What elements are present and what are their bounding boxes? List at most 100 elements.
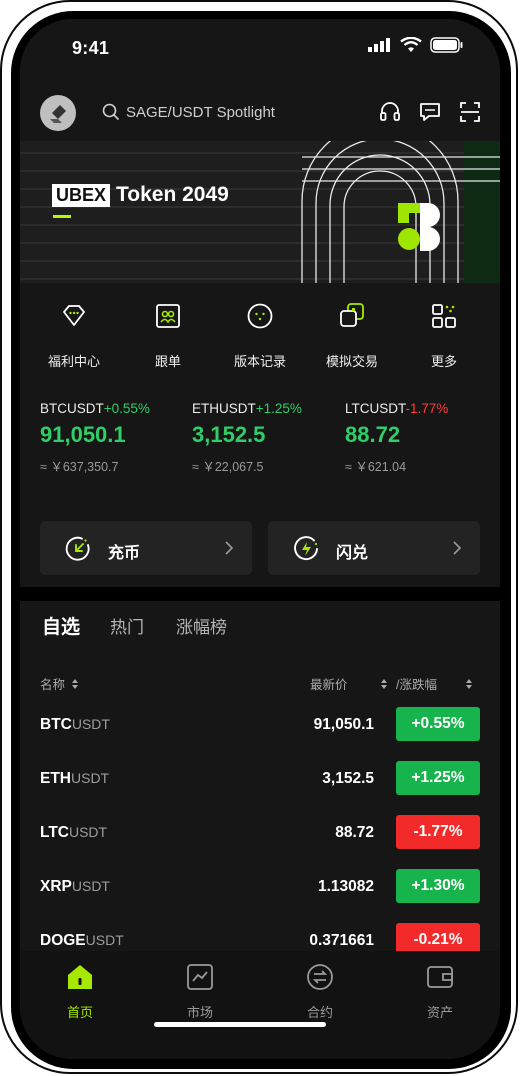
row-quote: USDT	[71, 770, 110, 786]
row-quote: USDT	[68, 824, 108, 840]
message-icon	[420, 103, 440, 121]
wifi-icon	[400, 37, 422, 52]
search-bar[interactable]: SAGE/USDT Spotlight	[102, 103, 275, 121]
nav-label: 市场	[186, 1005, 213, 1020]
ticker-header: BTCUSDT+0.55%	[40, 401, 190, 416]
menu-label: 版本记录	[233, 354, 286, 369]
ticker-eth[interactable]: ETHUSDT+1.25% 3,152.5 ≈ ￥22,067.5	[192, 401, 342, 475]
banner-title: UBEX Token 2049	[52, 183, 229, 207]
status-icons	[368, 37, 464, 53]
menu-item-more[interactable]: 更多	[398, 299, 490, 370]
avatar[interactable]	[40, 95, 76, 131]
version-icon	[247, 303, 273, 329]
tab-gainers[interactable]: 涨幅榜	[176, 618, 228, 637]
market-row-ltc[interactable]: LTCUSDT 88.72 -1.77%	[20, 805, 500, 859]
sort-change-header[interactable]: /涨跌幅	[396, 674, 473, 693]
row-change-badge[interactable]: +1.30%	[396, 869, 480, 903]
row-price: 1.13082	[317, 878, 374, 895]
diamond-gift-icon	[63, 305, 85, 326]
ticker-symbol: LTCUSDT	[345, 401, 406, 416]
ticker-price: 91,050.1	[40, 422, 126, 447]
quick-menu: 福利中心 跟单 版本记录 模拟交易	[20, 299, 500, 371]
row-base: LTC	[40, 824, 69, 841]
row-base: XRP	[40, 878, 72, 895]
menu-item-demo-trading[interactable]: 模拟交易	[306, 299, 398, 370]
support-button[interactable]	[378, 100, 402, 124]
row-price: 88.72	[335, 824, 374, 841]
menu-label: 模拟交易	[325, 354, 378, 369]
nav-market[interactable]: 市场	[140, 963, 260, 1021]
row-change-badge[interactable]: +1.25%	[396, 761, 480, 795]
row-price: 0.371661	[309, 932, 374, 949]
menu-label: 福利中心	[47, 354, 100, 369]
row-quote: USDT	[71, 878, 110, 894]
row-base: DOGE	[40, 932, 86, 949]
row-price: 91,050.1	[313, 716, 374, 733]
row-symbol: ETHUSDT	[40, 770, 109, 788]
section-divider	[20, 587, 500, 601]
headset-icon	[380, 102, 400, 121]
row-change-badge[interactable]: +0.55%	[396, 707, 480, 741]
messages-button[interactable]	[418, 100, 442, 124]
row-symbol: BTCUSDT	[40, 716, 110, 734]
row-symbol: LTCUSDT	[40, 824, 107, 842]
banner-indicator	[53, 215, 71, 218]
row-base: BTC	[40, 716, 72, 733]
avatar-logo-icon	[50, 105, 66, 123]
ticker-change: -1.77%	[405, 401, 449, 416]
nav-home[interactable]: 首页	[20, 963, 140, 1021]
menu-item-copy-trade[interactable]: 跟单	[122, 299, 214, 370]
sort-price-header[interactable]: 最新价	[310, 674, 388, 693]
sort-icon	[72, 678, 79, 689]
nav-futures[interactable]: 合约	[260, 963, 380, 1021]
deposit-button[interactable]: 充币	[40, 521, 252, 575]
home-icon	[68, 965, 92, 989]
ticker-btc[interactable]: BTCUSDT+0.55% 91,050.1 ≈ ￥637,350.7	[40, 401, 190, 475]
row-quote: USDT	[71, 716, 110, 732]
deposit-icon	[65, 536, 90, 561]
column-price-label: 最新价	[310, 678, 348, 692]
market-tabs: 自选 热门 涨幅榜	[42, 613, 259, 639]
swap-label: 闪兑	[336, 545, 369, 562]
banner-pattern	[20, 141, 500, 283]
chevron-right-icon	[453, 541, 462, 555]
ticker-symbol: BTCUSDT	[40, 401, 104, 416]
wallet-icon	[427, 966, 453, 988]
market-row-eth[interactable]: ETHUSDT 3,152.5 +1.25%	[20, 751, 500, 805]
promo-banner[interactable]: UBEX Token 2049	[20, 141, 500, 283]
row-base: ETH	[40, 770, 71, 787]
market-row-xrp[interactable]: XRPUSDT 1.13082 +1.30%	[20, 859, 500, 913]
row-change-badge[interactable]: -1.77%	[396, 815, 480, 849]
more-grid-icon	[432, 304, 456, 328]
nav-label: 合约	[306, 1005, 333, 1020]
home-indicator[interactable]	[154, 1022, 326, 1027]
ticker-ltc[interactable]: LTCUSDT-1.77% 88.72 ≈ ￥621.04	[345, 401, 495, 475]
flash-swap-icon	[294, 536, 318, 561]
quick-swap-button[interactable]: 闪兑	[268, 521, 480, 575]
ticker-cny: ≈ ￥621.04	[345, 460, 407, 474]
nav-label: 首页	[66, 1005, 93, 1020]
menu-item-rewards[interactable]: 福利中心	[28, 299, 120, 370]
nav-assets[interactable]: 资产	[380, 963, 500, 1021]
sort-icon	[380, 678, 387, 689]
ticker-cny: ≈ ￥22,067.5	[192, 460, 264, 474]
menu-item-version-log[interactable]: 版本记录	[214, 299, 306, 370]
scan-icon	[460, 102, 480, 122]
market-row-doge[interactable]: DOGEUSDT 0.371661 -0.21%	[20, 913, 500, 967]
row-symbol: XRPUSDT	[40, 878, 110, 896]
ticker-change: +1.25%	[255, 401, 302, 416]
column-name-label: 名称	[40, 678, 66, 692]
scan-button[interactable]	[458, 100, 482, 124]
swap-circle-icon	[307, 964, 333, 990]
market-row-btc[interactable]: BTCUSDT 91,050.1 +0.55%	[20, 697, 500, 751]
brand-logo-icon	[398, 203, 440, 251]
tab-favorites[interactable]: 自选	[42, 617, 81, 638]
banner-headline: Token 2049	[116, 183, 229, 206]
tab-hot[interactable]: 热门	[110, 618, 145, 637]
ticker-price: 88.72	[345, 422, 401, 447]
row-symbol: DOGEUSDT	[40, 932, 124, 950]
search-placeholder: SAGE/USDT Spotlight	[126, 103, 275, 121]
top-actions	[378, 100, 482, 124]
action-buttons: 充币 闪兑	[40, 521, 482, 575]
sort-name-header[interactable]: 名称	[40, 674, 79, 693]
